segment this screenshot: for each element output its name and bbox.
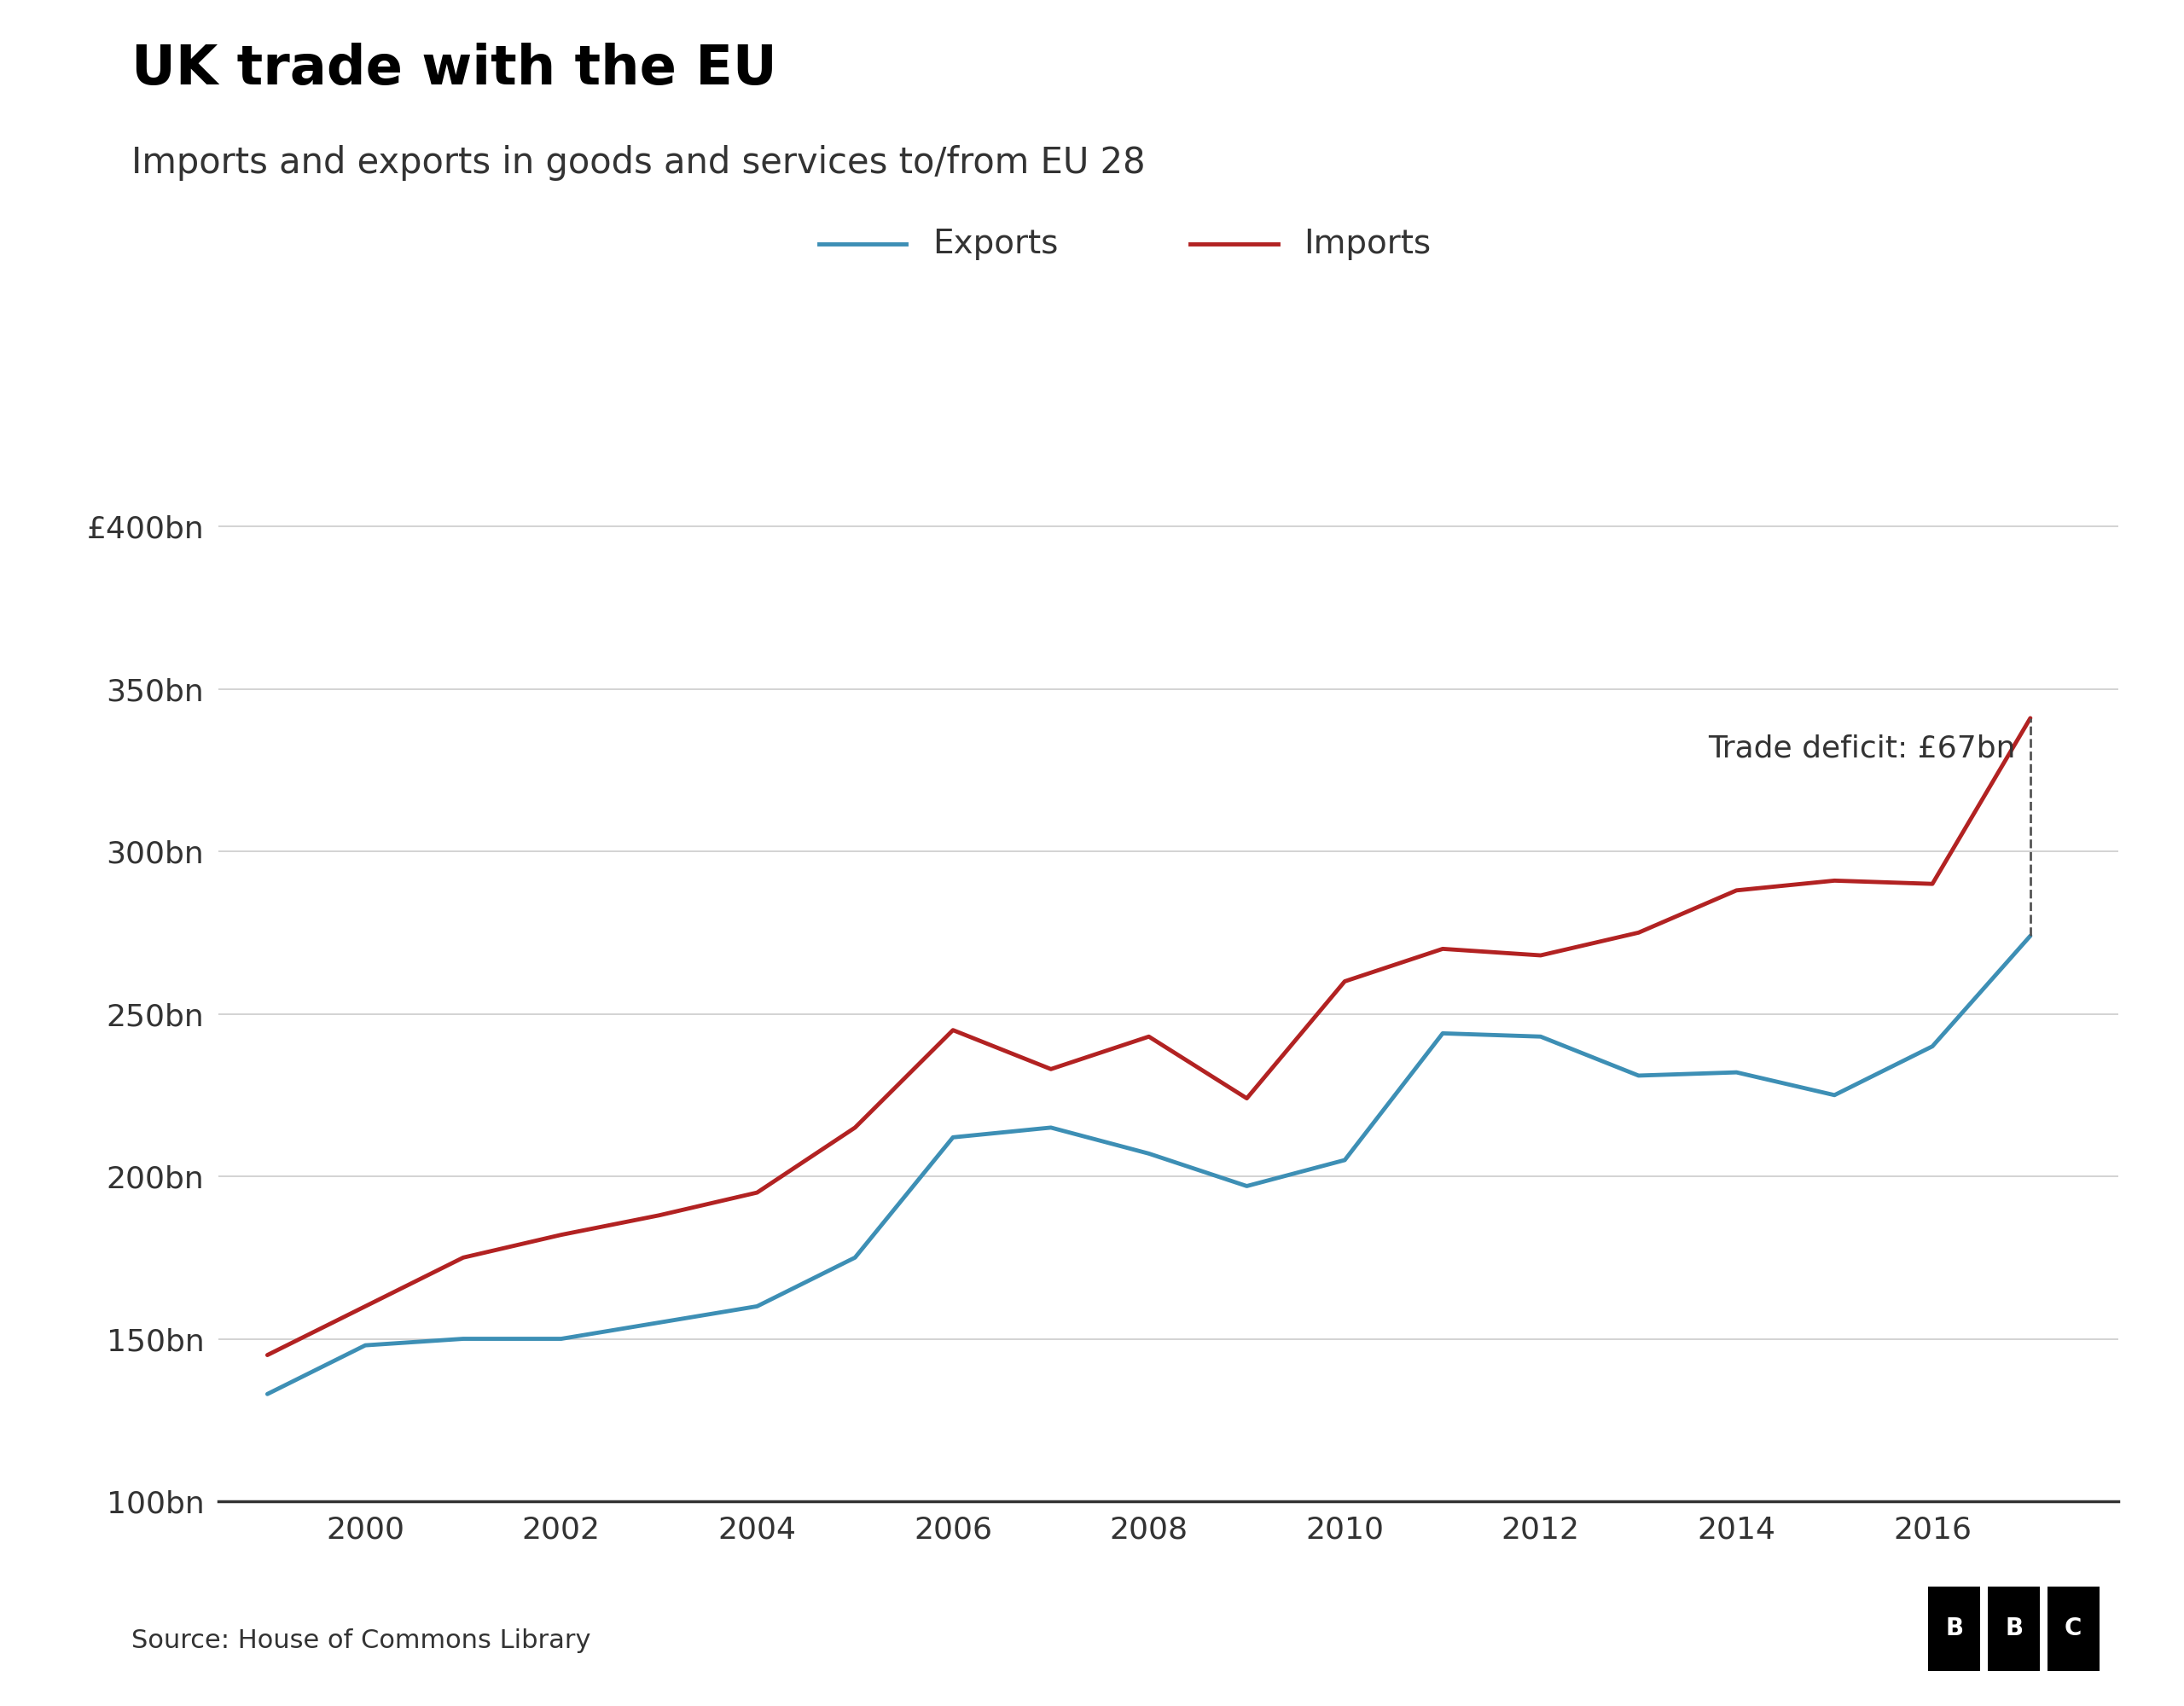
Text: Source: House of Commons Library: Source: House of Commons Library	[131, 1629, 590, 1653]
Text: UK trade with the EU: UK trade with the EU	[131, 43, 778, 96]
FancyBboxPatch shape	[2046, 1587, 2099, 1670]
Text: Exports: Exports	[933, 227, 1059, 259]
Text: Imports and exports in goods and services to/from EU 28: Imports and exports in goods and service…	[131, 145, 1144, 181]
FancyBboxPatch shape	[1987, 1587, 2040, 1670]
Text: C: C	[2064, 1617, 2081, 1641]
Text: B: B	[2005, 1617, 2022, 1641]
Text: Imports: Imports	[1304, 227, 1431, 259]
FancyBboxPatch shape	[1928, 1587, 1981, 1670]
Text: B: B	[1946, 1617, 1963, 1641]
Text: Trade deficit: £67bn: Trade deficit: £67bn	[1708, 734, 2016, 763]
